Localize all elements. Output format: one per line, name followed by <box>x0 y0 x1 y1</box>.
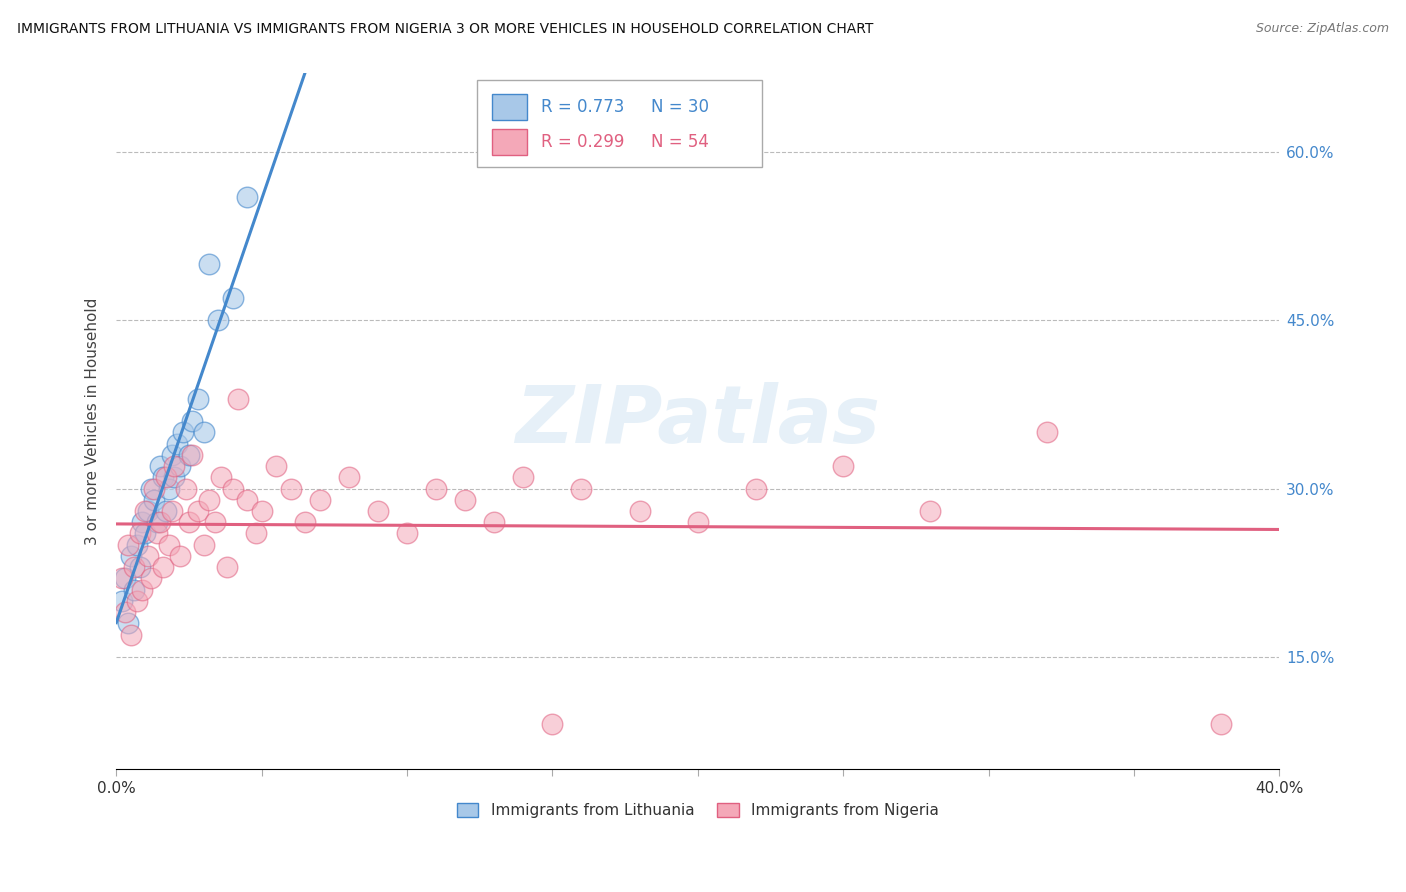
Point <box>172 425 194 440</box>
Point <box>228 392 250 406</box>
Point <box>745 482 768 496</box>
Point <box>163 458 186 473</box>
Point <box>163 470 186 484</box>
Point <box>136 549 159 563</box>
Point <box>204 515 226 529</box>
Point <box>149 458 172 473</box>
Point <box>131 582 153 597</box>
Point <box>264 458 287 473</box>
Point <box>141 571 163 585</box>
Point <box>114 605 136 619</box>
Text: Source: ZipAtlas.com: Source: ZipAtlas.com <box>1256 22 1389 36</box>
Point <box>174 482 197 496</box>
Point <box>193 425 215 440</box>
Point <box>484 515 506 529</box>
Point <box>160 448 183 462</box>
Point <box>571 482 593 496</box>
Point <box>425 482 447 496</box>
Point <box>143 492 166 507</box>
Point <box>157 482 180 496</box>
Point <box>187 504 209 518</box>
Point <box>125 594 148 608</box>
Point <box>541 717 564 731</box>
Point <box>198 257 221 271</box>
Point <box>1035 425 1057 440</box>
Point <box>152 470 174 484</box>
Point <box>221 482 243 496</box>
Point <box>454 492 477 507</box>
Text: N = 54: N = 54 <box>651 133 709 151</box>
Point <box>146 526 169 541</box>
Point <box>628 504 651 518</box>
Text: N = 30: N = 30 <box>651 98 709 116</box>
Point <box>250 504 273 518</box>
FancyBboxPatch shape <box>477 80 762 167</box>
Point <box>193 538 215 552</box>
Text: R = 0.773: R = 0.773 <box>541 98 624 116</box>
Point <box>832 458 855 473</box>
Point <box>128 560 150 574</box>
Point <box>236 189 259 203</box>
Point <box>1211 717 1233 731</box>
Point <box>122 560 145 574</box>
Point <box>136 504 159 518</box>
Point <box>157 538 180 552</box>
Point <box>221 291 243 305</box>
Point <box>512 470 534 484</box>
Point <box>152 560 174 574</box>
Point <box>395 526 418 541</box>
Point <box>180 448 202 462</box>
Point <box>308 492 330 507</box>
Point <box>166 436 188 450</box>
Point <box>294 515 316 529</box>
Point <box>215 560 238 574</box>
Point <box>160 504 183 518</box>
Point <box>686 515 709 529</box>
Point <box>128 526 150 541</box>
Point <box>169 549 191 563</box>
Point <box>198 492 221 507</box>
Point <box>280 482 302 496</box>
Text: ZIPatlas: ZIPatlas <box>515 382 880 460</box>
Point <box>117 616 139 631</box>
Point <box>149 515 172 529</box>
Point <box>155 470 177 484</box>
Point <box>125 538 148 552</box>
Point <box>111 571 134 585</box>
Point <box>367 504 389 518</box>
Point <box>122 582 145 597</box>
Text: R = 0.299: R = 0.299 <box>541 133 624 151</box>
Legend: Immigrants from Lithuania, Immigrants from Nigeria: Immigrants from Lithuania, Immigrants fr… <box>451 797 945 824</box>
Point <box>209 470 232 484</box>
Point <box>207 313 229 327</box>
Point <box>236 492 259 507</box>
Point <box>187 392 209 406</box>
Point <box>111 594 134 608</box>
Y-axis label: 3 or more Vehicles in Household: 3 or more Vehicles in Household <box>86 297 100 545</box>
Point <box>120 627 142 641</box>
Point <box>131 515 153 529</box>
Point <box>177 515 200 529</box>
Point <box>337 470 360 484</box>
Text: IMMIGRANTS FROM LITHUANIA VS IMMIGRANTS FROM NIGERIA 3 OR MORE VEHICLES IN HOUSE: IMMIGRANTS FROM LITHUANIA VS IMMIGRANTS … <box>17 22 873 37</box>
Point <box>134 526 156 541</box>
Point <box>169 458 191 473</box>
Point <box>120 549 142 563</box>
Point <box>114 571 136 585</box>
Point <box>143 482 166 496</box>
Point <box>117 538 139 552</box>
Point <box>177 448 200 462</box>
Point <box>134 504 156 518</box>
Bar <box>492 94 527 120</box>
Bar <box>492 128 527 155</box>
Point <box>146 515 169 529</box>
Point <box>155 504 177 518</box>
Point <box>180 414 202 428</box>
Point <box>920 504 942 518</box>
Point <box>245 526 267 541</box>
Point <box>141 482 163 496</box>
